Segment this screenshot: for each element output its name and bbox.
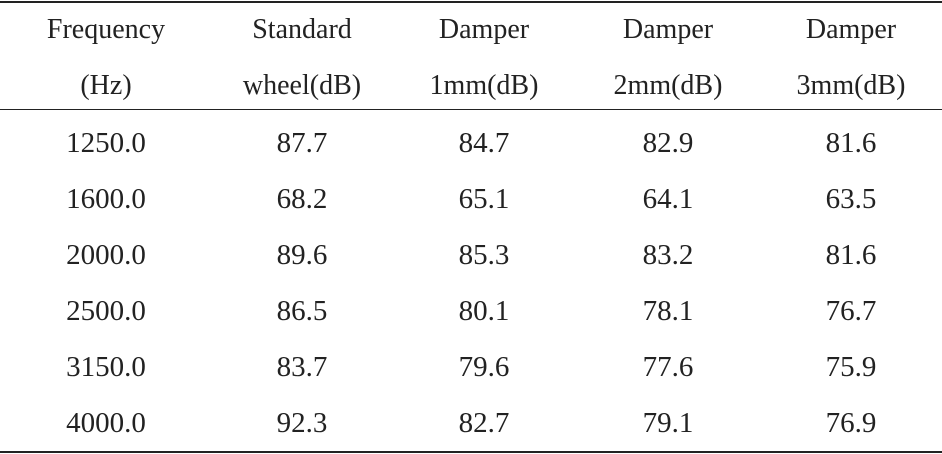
cell-damper-2mm: 78.1 <box>642 295 694 327</box>
cell-standard: 86.5 <box>276 295 328 327</box>
cell-frequency: 1250.0 <box>66 127 146 159</box>
cell-standard: 92.3 <box>276 407 328 439</box>
cell-damper-3mm: 76.9 <box>825 407 877 439</box>
cell-standard: 68.2 <box>276 183 328 215</box>
cell-damper-3mm: 75.9 <box>825 351 877 383</box>
cell-damper-1mm: 79.6 <box>458 351 510 383</box>
cell-damper-2mm: 83.2 <box>642 239 694 271</box>
header-damper-1mm: Damper <box>438 14 530 45</box>
cell-damper-3mm: 76.7 <box>825 295 877 327</box>
table-row: 1600.0 68.2 65.1 64.1 63.5 <box>0 171 942 228</box>
header-row-line-2: (Hz) wheel(dB) 1mm(dB) 2mm(dB) 3mm(dB) <box>0 66 942 106</box>
cell-standard: 89.6 <box>276 239 328 271</box>
top-rule <box>0 1 942 3</box>
cell-frequency: 2500.0 <box>66 295 146 327</box>
header-frequency: Frequency <box>46 14 166 45</box>
cell-damper-1mm: 80.1 <box>458 295 510 327</box>
cell-standard: 87.7 <box>276 127 328 159</box>
cell-damper-2mm: 77.6 <box>642 351 694 383</box>
bottom-rule <box>0 451 942 453</box>
header-damper-3mm-unit: 3mm(dB) <box>796 70 906 101</box>
table-row: 2500.0 86.5 80.1 78.1 76.7 <box>0 283 942 340</box>
header-standard: Standard <box>252 14 352 45</box>
cell-damper-3mm: 81.6 <box>825 239 877 271</box>
cell-damper-2mm: 79.1 <box>642 407 694 439</box>
cell-damper-3mm: 81.6 <box>825 127 877 159</box>
header-rule <box>0 109 942 110</box>
cell-frequency: 1600.0 <box>66 183 146 215</box>
cell-frequency: 4000.0 <box>66 407 146 439</box>
cell-frequency: 2000.0 <box>66 239 146 271</box>
table-row: 4000.0 92.3 82.7 79.1 76.9 <box>0 395 942 452</box>
cell-frequency: 3150.0 <box>66 351 146 383</box>
header-damper-3mm: Damper <box>805 14 897 45</box>
table-row: 2000.0 89.6 85.3 83.2 81.6 <box>0 227 942 284</box>
cell-damper-2mm: 82.9 <box>642 127 694 159</box>
header-damper-2mm-unit: 2mm(dB) <box>613 70 723 101</box>
cell-damper-2mm: 64.1 <box>642 183 694 215</box>
header-damper-2mm: Damper <box>622 14 714 45</box>
cell-damper-1mm: 82.7 <box>458 407 510 439</box>
cell-damper-1mm: 84.7 <box>458 127 510 159</box>
table-row: 1250.0 87.7 84.7 82.9 81.6 <box>0 115 942 172</box>
cell-damper-1mm: 65.1 <box>458 183 510 215</box>
table-row: 3150.0 83.7 79.6 77.6 75.9 <box>0 339 942 396</box>
header-frequency-unit: (Hz) <box>80 70 132 101</box>
header-row-line-1: Frequency Standard Damper Damper Damper <box>0 10 942 50</box>
cell-damper-3mm: 63.5 <box>825 183 877 215</box>
cell-damper-1mm: 85.3 <box>458 239 510 271</box>
header-standard-unit: wheel(dB) <box>242 70 362 101</box>
cell-standard: 83.7 <box>276 351 328 383</box>
header-damper-1mm-unit: 1mm(dB) <box>429 70 539 101</box>
